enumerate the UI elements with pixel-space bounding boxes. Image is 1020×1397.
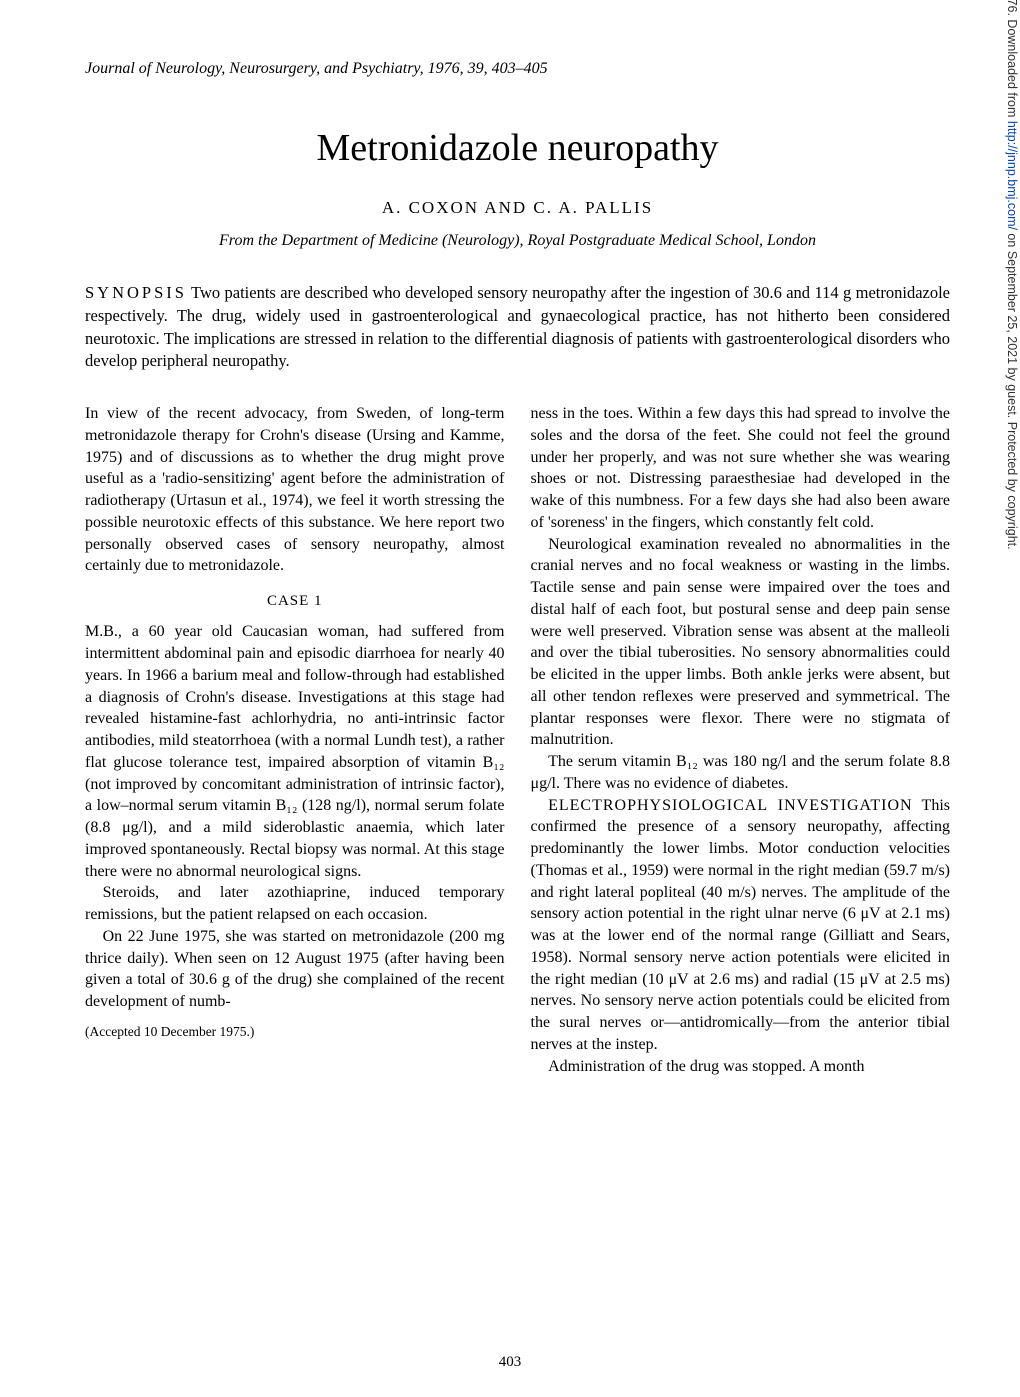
watermark-side-text: J Neurol Neurosurg Psychiatry: first pub… [1005, 0, 1019, 699]
electro-heading: ELECTROPHYSIOLOGICAL INVESTIGATION [548, 797, 912, 814]
left-column: In view of the recent advocacy, from Swe… [85, 403, 505, 1077]
authors: A. COXON AND C. A. PALLIS [85, 198, 950, 218]
article-title: Metronidazole neuropathy [85, 126, 950, 170]
accepted-date: (Accepted 10 December 1975.) [85, 1023, 505, 1041]
watermark-link[interactable]: http://jnnp.bmj.com/ [1005, 120, 1019, 229]
journal-header: Journal of Neurology, Neurosurgery, and … [85, 60, 950, 78]
synopsis-body: Two patients are described who developed… [85, 283, 950, 370]
body-columns: In view of the recent advocacy, from Swe… [85, 403, 950, 1077]
affiliation: From the Department of Medicine (Neurolo… [85, 232, 950, 250]
right-p2: Neurological examination revealed no abn… [531, 534, 951, 752]
watermark-prefix: J Neurol Neurosurg Psychiatry: first pub… [1005, 0, 1019, 120]
right-column: ness in the toes. Within a few days this… [531, 403, 951, 1077]
case1-p3: On 22 June 1975, she was started on metr… [85, 926, 505, 1013]
synopsis-label: SYNOPSIS [85, 283, 187, 302]
synopsis: SYNOPSIS Two patients are described who … [85, 282, 950, 373]
case1-p2: Steroids, and later azothiaprine, induce… [85, 882, 505, 926]
watermark-suffix: on September 25, 2021 by guest. Protecte… [1005, 229, 1019, 549]
case-heading: CASE 1 [85, 591, 505, 611]
right-p3: The serum vitamin B₁₂ was 180 ng/l and t… [531, 751, 951, 795]
page-number: 403 [499, 1354, 522, 1371]
electro-paragraph: ELECTROPHYSIOLOGICAL INVESTIGATION This … [531, 795, 951, 1056]
electro-body: This confirmed the presence of a sensory… [531, 797, 951, 1053]
right-p5: Administration of the drug was stopped. … [531, 1056, 951, 1078]
intro-paragraph: In view of the recent advocacy, from Swe… [85, 403, 505, 577]
right-p1: ness in the toes. Within a few days this… [531, 403, 951, 534]
case1-p1: M.B., a 60 year old Caucasian woman, had… [85, 621, 505, 882]
